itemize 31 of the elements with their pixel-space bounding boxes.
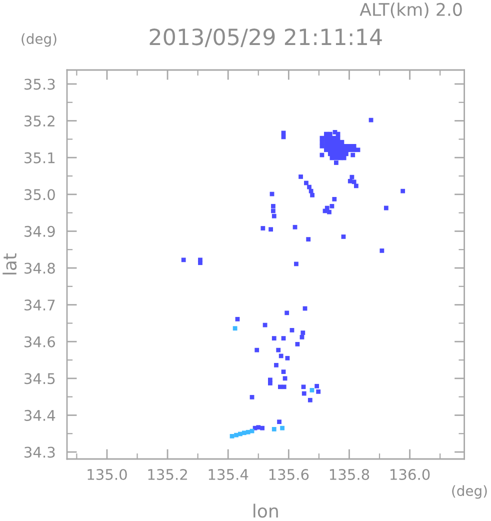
y-tick-label: 35.1: [24, 152, 55, 164]
point: [246, 430, 250, 434]
point: [310, 388, 314, 392]
text: (deg): [452, 485, 487, 499]
chart-subtitle: ALT(km) 2.0: [360, 2, 462, 18]
x-tick-label: 136.0: [390, 468, 430, 480]
y-axis-title: lat: [2, 253, 17, 274]
point: [242, 430, 246, 436]
y-tick-label: 35.0: [24, 189, 55, 200]
x-tick-label: 135.2: [148, 468, 187, 480]
y-tick-label: 34.4: [24, 410, 56, 421]
text: (deg): [22, 33, 56, 47]
point: [234, 432, 238, 438]
y-tick-label: 34.3: [24, 446, 55, 458]
x-tick-label: 135.8: [330, 468, 370, 480]
point: [272, 426, 276, 432]
x-axis-title: lon: [254, 504, 278, 518]
y-tick-label: 34.5: [24, 373, 55, 384]
x-tick-label: 135.0: [88, 468, 127, 480]
y-tick-label: 34.7: [24, 300, 55, 311]
point: [232, 326, 238, 331]
x-tick-label: 135.4: [208, 468, 248, 480]
point: [230, 434, 234, 438]
y-tick-label: 34.6: [24, 336, 55, 348]
y-tick-label: 35.2: [24, 116, 54, 127]
chart-title: 2013/05/29 21:11:14: [150, 28, 382, 48]
point: [280, 426, 284, 430]
x-tick-label: 135.6: [269, 468, 309, 480]
y-tick-label: 34.8: [24, 262, 55, 274]
y-tick-label: 35.3: [24, 78, 55, 90]
y-tick-label: 34.9: [24, 226, 55, 237]
